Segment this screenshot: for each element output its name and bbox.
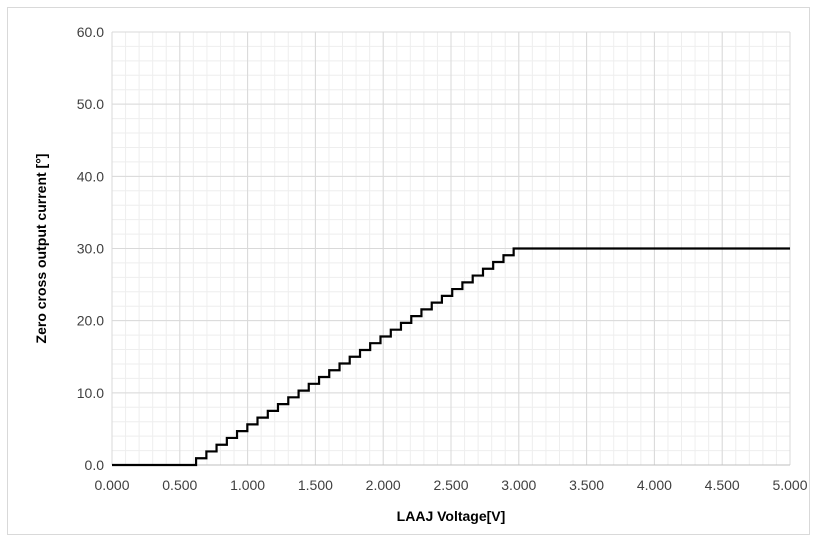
- y-axis-title: Zero cross output current [°]: [33, 154, 49, 344]
- y-tick-label: 60.0: [77, 24, 104, 40]
- chart-svg: 0.0 10.0 20.0 30.0 40.0 50.0 60.0 0.000 0.500 1.…: [33, 24, 808, 524]
- y-tick-label: 10.0: [77, 385, 104, 401]
- x-tick-label: 4.000: [637, 477, 672, 493]
- x-tick-label: 0.500: [162, 477, 197, 493]
- x-tick-label: 3.000: [501, 477, 536, 493]
- y-tick-label: 50.0: [77, 96, 104, 112]
- y-tick-label: 20.0: [77, 313, 104, 329]
- x-tick-label: 2.500: [433, 477, 468, 493]
- x-tick-label: 4.500: [705, 477, 740, 493]
- chart-frame: 0.0 10.0 20.0 30.0 40.0 50.0 60.0 0.000 0.500 1.…: [7, 7, 810, 535]
- y-tick-label: 0.0: [85, 457, 105, 473]
- x-tick-labels: 0.000 0.500 1.000 1.500 2.000 2.500 3.000 3.500…: [94, 477, 807, 493]
- x-tick-label: 3.500: [569, 477, 604, 493]
- x-tick-label: 5.000: [772, 477, 807, 493]
- x-tick-label: 2.000: [366, 477, 401, 493]
- y-tick-labels: 0.0 10.0 20.0 30.0 40.0 50.0 60.0: [77, 24, 104, 473]
- x-tick-label: 0.000: [94, 477, 129, 493]
- y-tick-label: 40.0: [77, 168, 104, 184]
- series-line: [112, 247, 790, 467]
- y-tick-label: 30.0: [77, 241, 104, 257]
- x-tick-label: 1.500: [298, 477, 333, 493]
- x-axis-title: LAAJ Voltage[V]: [397, 508, 506, 524]
- x-tick-label: 1.000: [230, 477, 265, 493]
